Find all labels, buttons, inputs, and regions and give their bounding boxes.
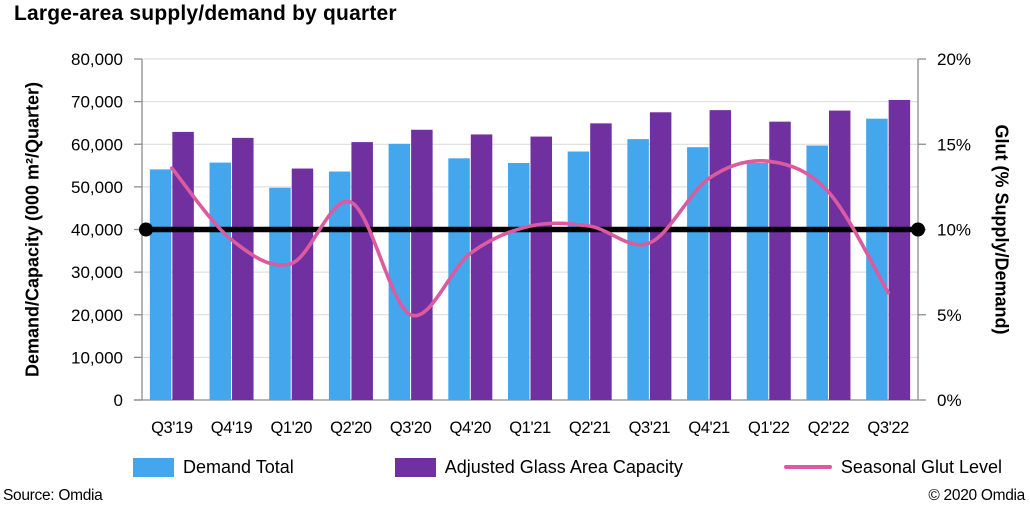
y-axis-tick-label: 30,000: [71, 263, 123, 282]
bar-demand: [627, 139, 649, 400]
y2-axis-tick-label: 20%: [937, 50, 971, 69]
reference-line-right-dot: [911, 222, 925, 237]
bar-demand: [149, 169, 172, 400]
bar-demand: [687, 147, 709, 400]
legend-label: Demand Total: [183, 456, 294, 477]
y-axis-tick-label: 70,000: [71, 93, 123, 112]
chart-plot-area: 0 10,000 20,000 30,000 40,000 50,000 60,000 70,…: [71, 50, 971, 437]
x-axis-tick-label: Q1'22: [748, 419, 790, 437]
x-axis-tick-label: Q4'19: [211, 419, 253, 437]
bar-capacity: [291, 168, 314, 400]
x-axis-tick-label: Q1'21: [509, 419, 551, 437]
x-axis-tick-label: Q2'21: [569, 419, 611, 437]
bar-capacity: [232, 137, 254, 400]
x-axis-tick-label: Q3'20: [390, 419, 432, 437]
copyright-note: © 2020 Omdia: [928, 487, 1025, 504]
y2-axis-tick-label: 0%: [937, 391, 962, 410]
bar-capacity: [888, 99, 911, 401]
bar-capacity: [590, 123, 612, 401]
bar-demand: [866, 118, 888, 401]
bar-capacity: [470, 134, 493, 401]
x-axis-tick-label: Q2'20: [330, 419, 372, 437]
x-axis-tick-label: Q3'21: [629, 419, 671, 437]
left-axis-title: Demand/Capacity (000 m²/Quarter): [22, 81, 43, 378]
y-axis-tick-label: 20,000: [71, 306, 123, 325]
y-axis-tick-label: 80,000: [71, 50, 123, 69]
x-axis-tick-label: Q3'19: [151, 419, 193, 437]
legend-item-seasonal-glut: Seasonal Glut Level: [783, 456, 1002, 478]
source-note: Source: Omdia: [3, 487, 103, 504]
legend-swatch-line-icon: [783, 465, 832, 469]
bar-demand: [269, 187, 291, 400]
y2-axis-tick-label: 5%: [937, 306, 962, 325]
legend-swatch-bar-icon: [394, 457, 436, 477]
bar-demand: [746, 163, 769, 400]
y-axis-tick-label: 40,000: [71, 221, 123, 240]
legend: Demand Total Adjusted Glass Area Capacit…: [133, 451, 1002, 483]
glut-line: [170, 159, 890, 318]
y2-axis-tick-label: 15%: [937, 135, 971, 154]
bar-demand: [806, 145, 828, 400]
chart-title: Large-area supply/demand by quarter: [14, 2, 397, 25]
bar-demand: [567, 151, 590, 400]
x-axis-tick-label: Q4'20: [450, 419, 492, 437]
y-axis-tick-label: 0: [114, 391, 123, 410]
x-axis-tick-label: Q3'22: [867, 419, 909, 437]
legend-label: Adjusted Glass Area Capacity: [444, 456, 683, 477]
bar-capacity: [828, 110, 851, 401]
bar-capacity: [411, 129, 433, 400]
x-axis-tick-label: Q4'21: [688, 419, 730, 437]
reference-line-left-dot: [139, 222, 153, 237]
bar-capacity: [709, 110, 732, 401]
y-axis-tick-label: 10,000: [71, 348, 123, 367]
x-axis-tick-label: Q1'20: [270, 419, 312, 437]
bar-capacity: [351, 142, 373, 400]
x-axis-tick-label: Q2'22: [808, 419, 850, 437]
legend-label: Seasonal Glut Level: [840, 456, 1002, 477]
bar-capacity: [530, 136, 552, 400]
bar-demand: [508, 163, 530, 400]
bar-capacity: [172, 131, 194, 401]
legend-item-adjusted-capacity: Adjusted Glass Area Capacity: [394, 456, 683, 478]
bar-demand: [388, 143, 411, 401]
bar-capacity: [649, 112, 672, 400]
bar-demand: [448, 158, 470, 400]
legend-swatch-bar-icon: [133, 457, 174, 477]
y-axis-tick-label: 60,000: [71, 135, 123, 154]
y-axis-tick-label: 50,000: [71, 178, 123, 197]
y2-axis-tick-label: 10%: [937, 221, 971, 240]
bar-capacity: [769, 121, 791, 400]
legend-item-demand-total: Demand Total: [133, 457, 294, 478]
bar-demand: [209, 162, 232, 400]
right-axis-title: Glut (% Supply/Demand): [991, 124, 1012, 335]
